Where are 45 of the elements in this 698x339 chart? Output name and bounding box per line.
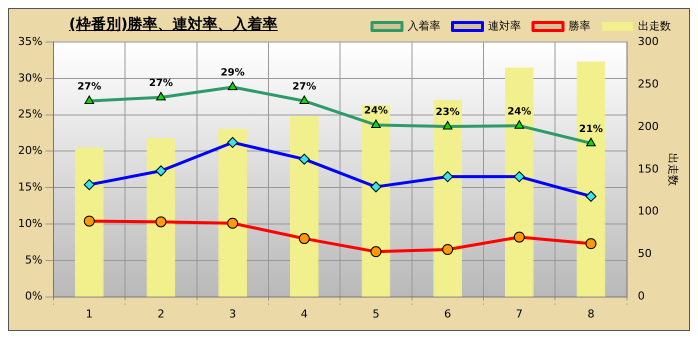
y-tick-label: 5% [24,253,42,266]
x-tick-label: 6 [444,307,452,320]
y2-tick-label: 100 [638,204,659,218]
data-label: 23% [436,107,460,118]
y-tick-label: 15% [18,180,42,194]
chart-title: (枠番別)勝率、連対率、入着率 [69,15,278,34]
data-label: 29% [220,68,245,79]
bar [576,62,606,297]
y-tick-label: 25% [18,108,42,121]
bar [504,67,534,297]
y2-tick-label: 150 [638,162,659,176]
y2-tick-label: 300 [638,34,659,48]
bar [433,100,462,297]
legend-label: 出走数 [638,19,671,32]
y2-tick-label: 200 [638,120,659,133]
legend-label: 連対率 [488,19,521,32]
bar [362,104,390,297]
data-label: 24% [507,106,532,118]
y-tick-label: 0% [24,290,42,303]
bar [146,138,176,297]
legend-label: 入着率 [408,19,440,32]
bar [218,128,247,297]
bar [74,147,104,297]
x-tick-label: 4 [300,307,308,320]
y2-tick-label: 250 [638,77,659,90]
data-label: 21% [579,124,603,135]
y2-tick-label: 0 [638,290,645,303]
x-tick-label: 3 [229,307,236,320]
x-tick-label: 5 [372,307,380,320]
data-label: 27% [148,78,173,89]
legend-label: 勝率 [568,19,590,32]
data-label: 24% [364,106,388,117]
x-tick-label: 8 [587,307,594,320]
x-tick-label: 7 [516,307,523,320]
y-tick-label: 35% [18,34,42,48]
data-label: 27% [292,82,316,93]
bar [290,116,319,297]
data-label: 27% [77,82,102,93]
y-tick-label: 20% [18,144,42,158]
x-tick-label: 2 [157,307,164,320]
y-tick-label: 10% [18,216,42,230]
y2-tick-label: 50 [638,247,652,260]
y2-axis-title: 出走数 [666,152,680,186]
x-tick-label: 1 [86,307,93,320]
y-tick-label: 30% [18,71,42,84]
